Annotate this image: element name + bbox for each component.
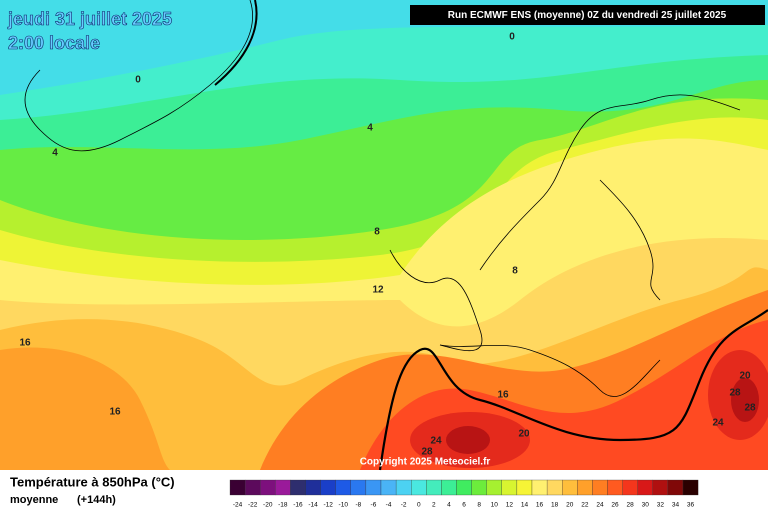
colorbar-label: -10 bbox=[339, 502, 349, 509]
colorbar-swatch bbox=[441, 479, 457, 496]
colorbar-swatch bbox=[652, 479, 669, 496]
colorbar-label: 0 bbox=[417, 502, 421, 509]
contour-label: 4 bbox=[367, 123, 373, 134]
colorbar-swatch bbox=[577, 479, 593, 496]
colorbar-swatch bbox=[622, 479, 638, 496]
contour-label: 8 bbox=[512, 266, 518, 277]
contour-label: 28 bbox=[744, 403, 756, 414]
colorbar-swatch bbox=[486, 479, 502, 496]
colorbar-label: -24 bbox=[233, 502, 243, 509]
colorbar-swatch bbox=[290, 479, 306, 496]
colorbar-swatch bbox=[546, 479, 563, 496]
colorbar-swatch bbox=[260, 479, 276, 496]
contour-label: 12 bbox=[372, 285, 384, 296]
legend-subtitle: moyenne bbox=[10, 494, 58, 506]
colorbar-label: 32 bbox=[657, 502, 665, 509]
run-info: Run ECMWF ENS (moyenne) 0Z du vendredi 2… bbox=[448, 10, 727, 21]
colorbar-label: 28 bbox=[627, 502, 635, 509]
contour-label: 16 bbox=[19, 338, 31, 349]
colorbar-label: 2 bbox=[432, 502, 436, 509]
colorbar-label: 26 bbox=[611, 502, 619, 509]
legend-title: Température à 850hPa (°C) bbox=[10, 474, 175, 489]
colorbar-label: -16 bbox=[293, 502, 303, 509]
colorbar-label: -6 bbox=[371, 502, 377, 509]
colorbar-label: -12 bbox=[323, 502, 333, 509]
colorbar-label: 30 bbox=[642, 502, 650, 509]
contour-label: 20 bbox=[518, 429, 530, 440]
colorbar-swatch bbox=[531, 479, 548, 496]
colorbar-label: 8 bbox=[477, 502, 481, 509]
legend-lead: (+144h) bbox=[77, 494, 116, 506]
colorbar-label: -14 bbox=[308, 502, 318, 509]
colorbar-swatch bbox=[229, 479, 246, 496]
contour-label: 4 bbox=[52, 148, 58, 159]
colorbar-swatch bbox=[667, 479, 684, 496]
forecast-time: 2:00 locale bbox=[8, 33, 100, 53]
colorbar-swatch bbox=[320, 479, 336, 496]
colorbar-label: 24 bbox=[596, 502, 604, 509]
colorbar-label: -8 bbox=[355, 502, 361, 509]
colorbar-swatch bbox=[562, 479, 578, 496]
colorbar-swatch bbox=[471, 479, 487, 496]
colorbar-label: 22 bbox=[581, 502, 589, 509]
run-banner bbox=[410, 5, 765, 25]
coastlines bbox=[24, 0, 741, 397]
colorbar-swatch bbox=[592, 479, 608, 496]
isotherm-bold bbox=[378, 309, 768, 471]
colorbar-swatch bbox=[275, 479, 291, 496]
colorbar-label: 34 bbox=[672, 502, 680, 509]
colorbar-swatch bbox=[365, 479, 382, 496]
contour-label: 0 bbox=[509, 32, 515, 43]
forecast-date: jeudi 31 juillet 2025 bbox=[7, 9, 172, 29]
contour-label: 16 bbox=[497, 390, 509, 401]
colorbar-swatch bbox=[335, 479, 351, 496]
contour-label: 28 bbox=[729, 388, 741, 399]
copyright: Copyright 2025 Meteociel.fr bbox=[360, 457, 491, 468]
contour-label: 24 bbox=[712, 418, 724, 429]
contour-label: 28 bbox=[421, 447, 433, 458]
colorbar-label: -2 bbox=[401, 502, 407, 509]
colorbar-swatch bbox=[682, 479, 699, 496]
colorbar-swatch bbox=[501, 479, 518, 496]
colorbar-label: 20 bbox=[566, 502, 574, 509]
colorbar-swatch bbox=[516, 479, 533, 496]
colorbar-swatch bbox=[456, 479, 472, 496]
colorbar-label: -22 bbox=[248, 502, 258, 509]
colorbar-label: -18 bbox=[278, 502, 288, 509]
colorbar-swatch bbox=[244, 479, 261, 496]
temperature-field bbox=[0, 0, 768, 470]
colorbar-swatch bbox=[411, 479, 427, 496]
contour-label: 8 bbox=[374, 227, 380, 238]
colorbar-label: -4 bbox=[386, 502, 392, 509]
colorbar-label: 36 bbox=[687, 502, 695, 509]
colorbar-label: 10 bbox=[491, 502, 499, 509]
colorbar-label: 6 bbox=[462, 502, 466, 509]
contour-label: 0 bbox=[135, 75, 141, 86]
colorbar-swatch bbox=[350, 479, 367, 496]
colorbar-label: 14 bbox=[521, 502, 529, 509]
isotherm-bold bbox=[214, 0, 258, 86]
colorbar-swatch bbox=[637, 479, 653, 496]
colorbar-swatch bbox=[426, 479, 442, 496]
colorbar-label: 18 bbox=[551, 502, 559, 509]
colorbar-swatch bbox=[607, 479, 623, 496]
contour-label: 16 bbox=[109, 407, 121, 418]
colorbar-label: 12 bbox=[506, 502, 514, 509]
colorbar-label: -20 bbox=[263, 502, 273, 509]
contour-label: 20 bbox=[739, 371, 751, 382]
colorbar-swatch bbox=[380, 479, 397, 496]
contour-label: 24 bbox=[430, 436, 442, 447]
colorbar-label: 16 bbox=[536, 502, 544, 509]
colorbar-label: 4 bbox=[447, 502, 451, 509]
colorbar-swatch bbox=[395, 479, 412, 496]
colorbar-swatch bbox=[305, 479, 321, 496]
colorbar: -24 -22 -20 -18 -16 -14 -12 -10 -8 -6 -4 -2 0 2 4 6 8 10 1… bbox=[229, 479, 699, 509]
